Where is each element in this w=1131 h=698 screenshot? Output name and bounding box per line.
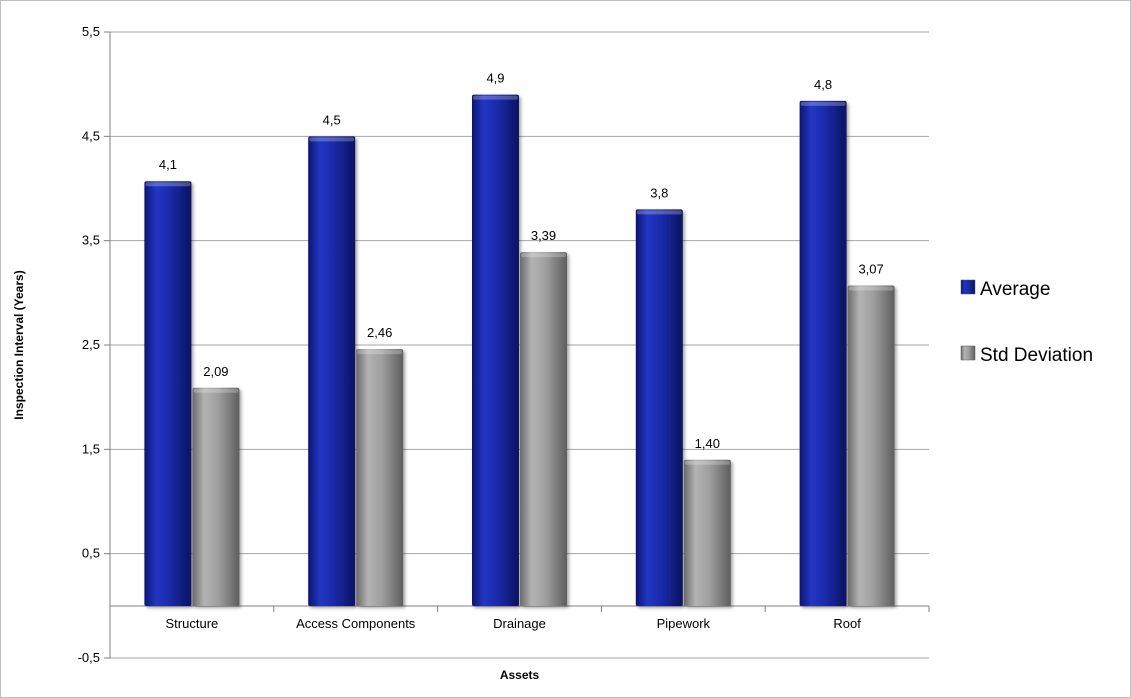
y-tick-label: 0,5 (82, 546, 100, 561)
legend-swatch (961, 346, 975, 360)
x-category-label: Drainage (493, 616, 546, 631)
bar-average (636, 209, 683, 606)
data-label: 4,9 (486, 71, 504, 86)
x-axis-title: Assets (500, 668, 540, 682)
data-label: 3,07 (858, 262, 883, 277)
bar-average (472, 95, 519, 606)
legend-swatch (961, 280, 975, 294)
x-category-label: Pipework (657, 616, 711, 631)
y-tick-label: 1,5 (82, 441, 100, 456)
data-label: 3,39 (531, 228, 556, 243)
bars (144, 95, 894, 606)
data-label: 2,09 (203, 364, 228, 379)
y-tick-label: 5,5 (82, 24, 100, 39)
x-category-label: Structure (166, 616, 219, 631)
bar-average (308, 136, 355, 606)
x-category-label: Access Components (296, 616, 416, 631)
bar-highlight (193, 389, 238, 393)
data-label: 4,1 (159, 157, 177, 172)
bar-highlight (685, 461, 730, 465)
legend-label: Average (980, 279, 1050, 300)
bar-highlight (145, 182, 190, 186)
bar-std-deviation (848, 286, 895, 606)
legend: Average Std Deviation (961, 279, 1093, 366)
y-tick-label: -0,5 (78, 650, 100, 665)
y-tick-label: 2,5 (82, 337, 100, 352)
data-label: 1,40 (695, 436, 720, 451)
bar-std-deviation (192, 388, 239, 606)
bar-average (800, 101, 847, 606)
y-tick-label: 3,5 (82, 233, 100, 248)
bar-std-deviation (520, 252, 567, 606)
bar-highlight (801, 102, 846, 106)
bar-highlight (357, 350, 402, 354)
bar-highlight (849, 287, 894, 291)
bar-highlight (521, 253, 566, 257)
bar-std-deviation (684, 460, 731, 606)
bar-highlight (473, 96, 518, 100)
bar-std-deviation (356, 349, 403, 606)
bar-highlight (309, 137, 354, 141)
data-label: 2,46 (367, 325, 392, 340)
data-label: 4,8 (814, 77, 832, 92)
y-tick-label: 4,5 (82, 128, 100, 143)
x-category-label: Roof (833, 616, 861, 631)
data-label: 4,5 (323, 112, 341, 127)
y-axis-title: Inspection Interval (Years) (12, 270, 26, 419)
data-label: 3,8 (650, 185, 668, 200)
bar-average (144, 181, 191, 606)
legend-label: Std Deviation (980, 345, 1093, 366)
bar-highlight (637, 210, 682, 214)
